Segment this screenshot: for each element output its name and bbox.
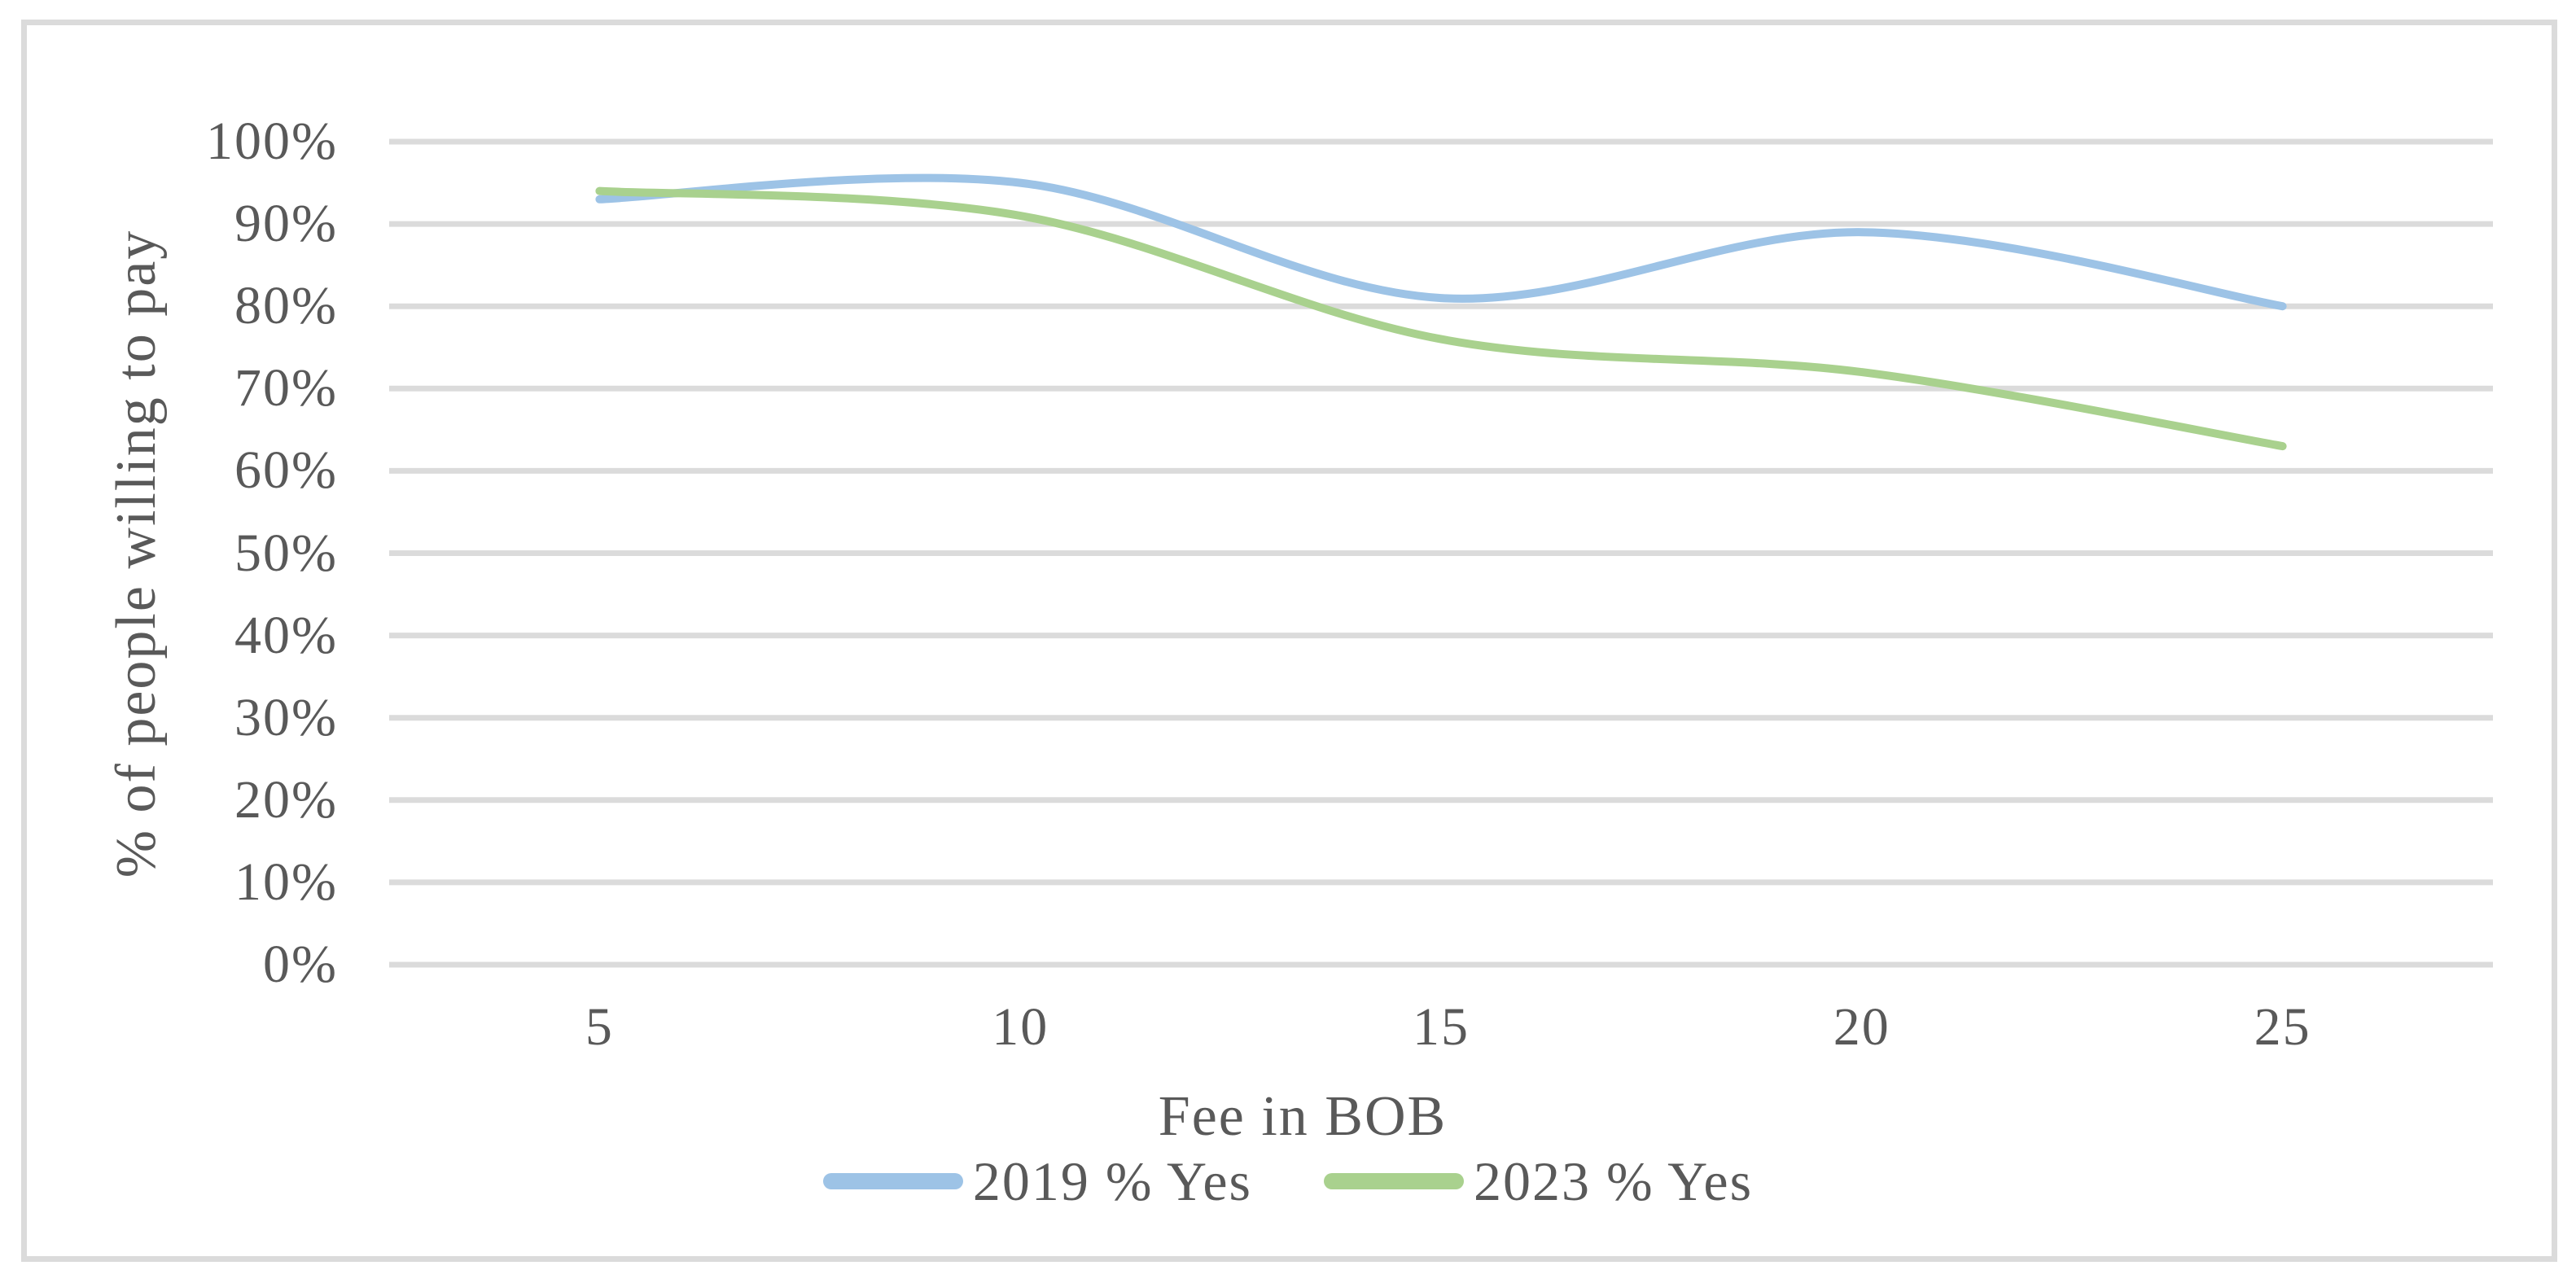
y-tick-label: 80%: [234, 276, 338, 336]
x-axis-title: Fee in BOB: [1158, 1085, 1448, 1148]
chart-border: [21, 20, 2557, 1262]
series-lines: [595, 173, 2287, 451]
y-axis-title: % of people willing to pay: [105, 229, 168, 878]
legend-label: 2019 % Yes: [972, 1150, 1252, 1212]
x-tick-label: 5: [585, 997, 614, 1057]
gridlines: [389, 138, 2493, 968]
y-tick-label: 50%: [234, 523, 338, 583]
legend-swatch-icon: [822, 1173, 963, 1189]
y-tick-label: 100%: [206, 112, 338, 171]
y-tick-label: 30%: [234, 687, 338, 747]
legend-item: 2019 % Yes: [822, 1150, 1252, 1212]
legend: 2019 % Yes 2023 % Yes: [0, 1149, 2576, 1213]
x-tick-label: 15: [1413, 997, 1470, 1057]
x-tick-label: 25: [2254, 997, 2311, 1057]
legend-label: 2023 % Yes: [1474, 1150, 1754, 1212]
x-tick-label: 10: [992, 997, 1049, 1057]
y-tick-label: 40%: [234, 605, 338, 665]
legend-swatch-icon: [1324, 1173, 1464, 1189]
legend-item: 2023 % Yes: [1324, 1154, 1753, 1209]
y-tick-label: 70%: [234, 358, 338, 418]
y-tick-label: 10%: [234, 852, 338, 912]
y-tick-label: 0%: [263, 935, 338, 994]
x-tick-label: 20: [1833, 997, 1890, 1057]
series-line-2019: [595, 173, 2287, 311]
series-line-2023: [595, 186, 2287, 451]
y-tick-label: 60%: [234, 440, 338, 501]
y-tick-label: 90%: [234, 194, 338, 254]
y-tick-label: 20%: [234, 769, 338, 830]
